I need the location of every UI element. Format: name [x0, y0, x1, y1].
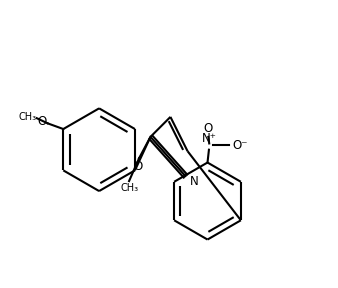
Text: N: N: [190, 175, 198, 187]
Text: N⁺: N⁺: [202, 132, 217, 145]
Text: O: O: [133, 160, 142, 173]
Text: CH₃: CH₃: [120, 183, 138, 192]
Text: O: O: [38, 115, 47, 128]
Text: O⁻: O⁻: [233, 139, 248, 152]
Text: CH₃: CH₃: [18, 112, 36, 122]
Text: O: O: [204, 122, 213, 134]
